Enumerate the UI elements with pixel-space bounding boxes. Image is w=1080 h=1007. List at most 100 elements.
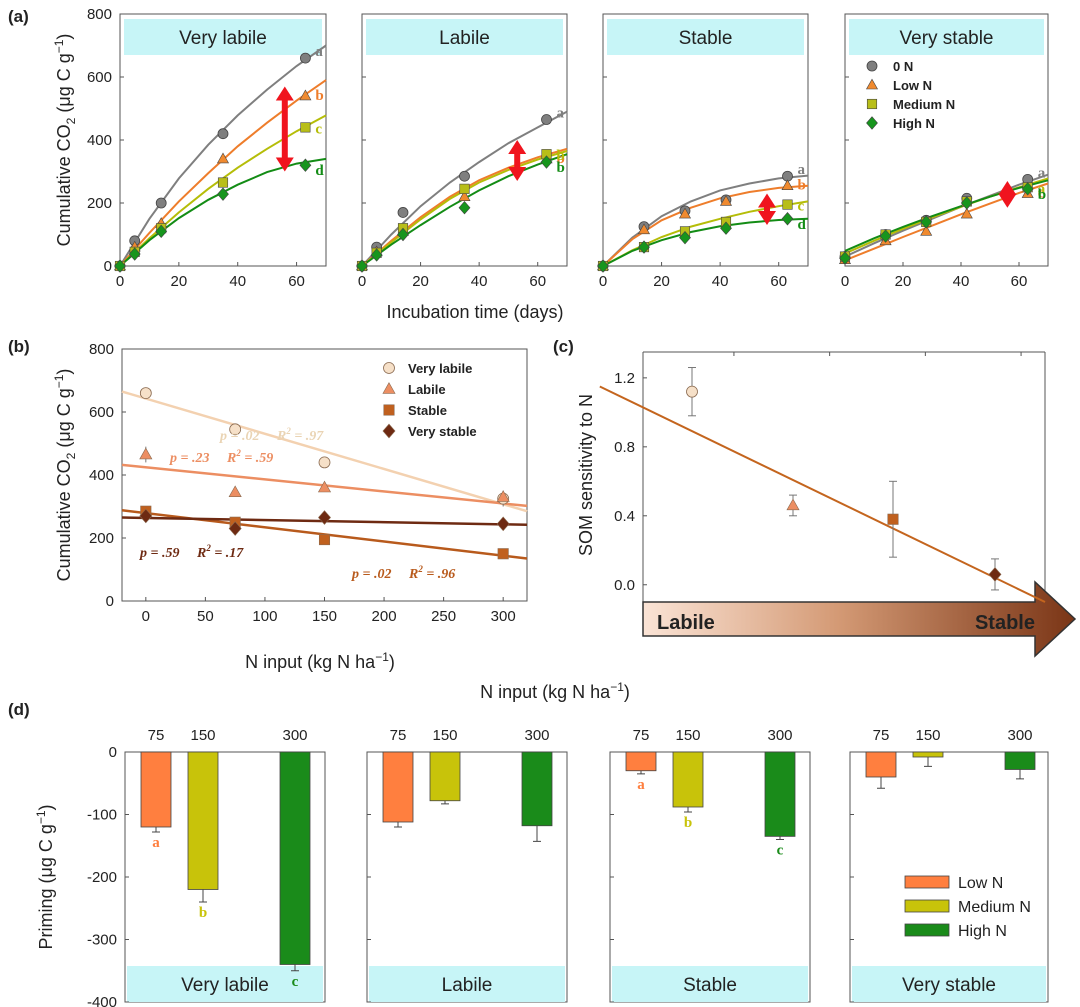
y-axis-label-b: Cumulative CO2 (μg C g−1): [52, 369, 78, 582]
sig-letter: c: [1038, 186, 1045, 202]
y-tick-label: -100: [87, 807, 117, 824]
panel-c-tag: (c): [553, 337, 574, 356]
bar: [764, 751, 796, 837]
difference-arrow: [998, 180, 1017, 208]
y-tick-label: 600: [87, 69, 112, 86]
sig-letter: a: [1038, 181, 1046, 197]
sig-letter: a: [557, 106, 565, 122]
n-input-label: 300: [1007, 727, 1032, 744]
bar: [187, 751, 219, 890]
subplot-d-4: Very stable 75 150 300: [849, 727, 1049, 1003]
panel-d: (d) N input (kg N ha−1) Very labile 0 -100 -2…: [8, 680, 1049, 1007]
point-high-n: [638, 240, 650, 254]
panel-b: (b) 0 50 100 150 200 250 300 0 200 400 600 800 p = .0…: [8, 337, 528, 672]
point-labile: [228, 485, 242, 498]
point-high-n: [217, 187, 229, 201]
y-axis-label-a: Cumulative CO2 (μg C g−1): [52, 34, 78, 247]
x-tick-label: 20: [171, 273, 188, 290]
legend-marker: [866, 98, 878, 110]
subplot-d-2: Labile 75 150 300: [366, 727, 568, 1003]
point-high-n: [370, 248, 383, 262]
fit-line-high-n: [844, 179, 1049, 252]
x-tick-label: 0: [841, 273, 849, 290]
point-medium-n: [217, 177, 229, 188]
sig-letter: c: [777, 843, 784, 859]
y-tick-label: 200: [87, 195, 112, 212]
gradient-arrow: [642, 580, 1077, 658]
point-high-n: [960, 196, 973, 210]
top-label-d: N input (kg N ha−1): [480, 680, 630, 702]
y-tick-label: 1.2: [614, 370, 635, 387]
point-high-n: [128, 247, 141, 261]
arrow-head-up: [275, 86, 294, 101]
plot-frame: [602, 13, 809, 267]
y-tick-label: 800: [87, 6, 112, 23]
panel-c: (c) 0.0 0.4 0.8 1.2 Labile Stable SOM sensitivi…: [553, 337, 1077, 658]
arrow-head-down: [508, 166, 527, 181]
sig-letter: b: [557, 160, 565, 176]
y-tick-label: 600: [89, 404, 114, 421]
panel-a-tag: (a): [8, 7, 29, 26]
x-tick-label: 60: [1011, 273, 1028, 290]
x-tick-label: 40: [712, 273, 729, 290]
bar: [672, 751, 704, 808]
stats-annotation: p = .59 R2 = .17: [139, 543, 244, 561]
legend-d: Low N Medium N High N: [904, 875, 1031, 940]
point-high-n: [720, 221, 732, 235]
x-tick-label: 150: [312, 608, 337, 625]
y-tick-label: 400: [87, 132, 112, 149]
point-high-n: [839, 251, 851, 265]
point-high-n: [356, 259, 368, 273]
title-banner: [612, 966, 808, 1002]
legend-marker: [866, 116, 878, 130]
point-0-n: [397, 207, 409, 218]
plot-frame: [119, 13, 327, 267]
y-tick-label: 200: [89, 530, 114, 547]
bar: [521, 751, 553, 827]
x-tick-label: 100: [252, 608, 277, 625]
point-low-n: [637, 223, 651, 235]
x-tick-label: 0: [358, 273, 366, 290]
n-input-label: 150: [190, 727, 215, 744]
stats-annotation: p = .02 R2 = .97: [219, 426, 324, 444]
subplot-title: Very labile: [179, 28, 267, 49]
n-input-label: 150: [915, 727, 940, 744]
x-tick-label: 40: [953, 273, 970, 290]
point-high-n: [540, 155, 553, 169]
legend-a: 0 N Low N Medium N High N: [865, 59, 955, 131]
legend-b: Very labile Labile Stable Very stable: [382, 361, 477, 439]
panel-d-tag: (d): [8, 700, 30, 719]
point-0-n: [299, 52, 311, 64]
y-tick-label: 0.0: [614, 577, 635, 594]
legend-label: High N: [958, 923, 1007, 940]
point-very-stable: [139, 508, 153, 524]
point-low-n: [781, 179, 794, 190]
point-very-stable: [228, 521, 242, 536]
point-very-stable: [988, 567, 1002, 582]
arrow-head-down: [275, 157, 294, 172]
sig-letter: b: [684, 815, 692, 831]
point-high-n: [114, 259, 126, 273]
difference-arrow: [508, 140, 527, 181]
n-input-label: 300: [524, 727, 549, 744]
regression-line: [121, 390, 528, 513]
title-banner: [127, 966, 323, 1002]
x-tick-label: 20: [895, 273, 912, 290]
point-low-n: [960, 207, 973, 219]
sig-letter: a: [1038, 165, 1046, 181]
legend-label: Labile: [408, 382, 446, 397]
point-high-n: [597, 259, 609, 273]
point-low-n: [299, 89, 312, 101]
point-high-n: [679, 230, 691, 245]
n-input-label: 75: [148, 727, 165, 744]
sig-letter: b: [798, 178, 806, 194]
point-low-n: [920, 224, 933, 236]
sig-letter: c: [798, 199, 805, 215]
subplot-title: Labile: [442, 975, 493, 996]
point-very-stable: [318, 510, 331, 525]
point-high-n: [781, 212, 794, 226]
legend-swatch: [904, 899, 950, 913]
point-high-n: [879, 229, 892, 243]
